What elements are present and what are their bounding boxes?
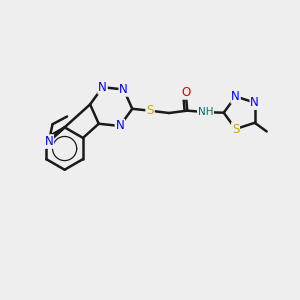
Text: S: S: [146, 104, 154, 117]
Text: S: S: [232, 122, 239, 136]
Text: N: N: [231, 90, 240, 103]
Text: N: N: [98, 81, 107, 94]
Text: NH: NH: [198, 107, 213, 117]
Text: O: O: [181, 86, 190, 99]
Text: N: N: [44, 135, 53, 148]
Text: N: N: [250, 96, 259, 109]
Text: N: N: [116, 119, 124, 133]
Text: N: N: [119, 83, 128, 96]
